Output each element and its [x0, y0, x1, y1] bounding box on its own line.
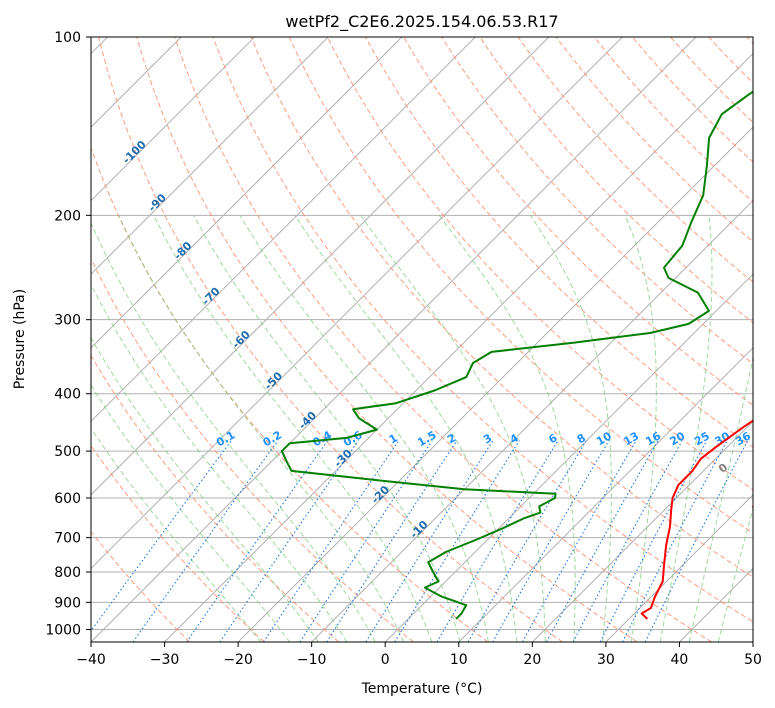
x-tick-label: 20 — [523, 652, 541, 668]
moist-adiabat-line — [294, 215, 518, 642]
isotherm-line — [91, 37, 623, 570]
moist-adiabat-line — [153, 215, 433, 642]
y-tick-label: 600 — [54, 491, 81, 507]
mixing-ratio-line — [522, 440, 637, 642]
moist-adiabat-line — [91, 427, 262, 642]
dry-adiabat-line — [91, 257, 414, 642]
axes: −40 −30 −20 −10 0 10 20 30 40 50 100 200 300 400 500 60… — [45, 30, 762, 668]
isotherm-line — [164, 52, 753, 642]
moist-adiabat-line — [118, 215, 405, 642]
y-tick-label: 500 — [54, 444, 81, 460]
dry-adiabat-line — [326, 37, 753, 491]
plot-frame — [90, 36, 754, 643]
moist-adiabat-line — [624, 215, 657, 642]
y-tick-label: 200 — [54, 208, 81, 224]
isotherm-line — [531, 420, 753, 642]
dry-adiabat-line — [212, 37, 753, 623]
dry-adiabat-line — [174, 37, 712, 642]
dry-adiabat-line — [250, 37, 753, 578]
dry-adiabat-line — [403, 37, 753, 406]
y-tick-label: 1000 — [45, 622, 81, 638]
mixing-ratio-line — [644, 440, 749, 642]
moist-adiabat-line — [688, 355, 753, 642]
y-tick-label: 300 — [54, 313, 81, 329]
mixing-ratio-line — [492, 440, 610, 642]
dry-adiabat-line — [136, 37, 638, 642]
mixing-ratio-line — [91, 440, 232, 632]
isotherm-line — [91, 37, 550, 496]
isotherm-line — [91, 37, 329, 275]
x-tick-label: −30 — [150, 652, 180, 668]
moist-adiabat-line — [91, 221, 376, 642]
dry-adiabat-line — [98, 37, 563, 642]
x-tick-label: 0 — [381, 652, 390, 668]
mixing-ratio-line — [394, 440, 520, 642]
x-tick-label: 50 — [744, 652, 762, 668]
isotherm-line — [605, 494, 753, 642]
y-tick-label: 700 — [54, 531, 81, 547]
x-tick-label: −10 — [297, 652, 327, 668]
mixing-ratio-line — [467, 440, 587, 642]
isotherm-line — [384, 273, 753, 642]
isotherm-line — [458, 347, 753, 642]
x-tick-label: 30 — [597, 652, 615, 668]
x-tick-label: −40 — [76, 652, 106, 668]
x-tick-label: −20 — [223, 652, 253, 668]
moist-adiabat-line — [360, 215, 546, 642]
mixing-ratio-line — [546, 440, 659, 642]
dry-adiabat-line — [91, 444, 265, 642]
mixing-ratio-line — [572, 440, 683, 642]
temperature-profile-line — [640, 419, 753, 620]
y-axis-label: Pressure (hPa) — [12, 289, 28, 389]
dry-adiabat-line — [517, 37, 753, 283]
moist-adiabat-line — [91, 336, 319, 642]
dewpoint-profile-line — [280, 90, 753, 620]
y-tick-label: 900 — [54, 595, 81, 611]
moist-adiabat-line — [193, 215, 461, 642]
y-tick-label: 800 — [54, 565, 81, 581]
mixing-ratio-line — [326, 440, 458, 642]
x-tick-label: 40 — [671, 652, 689, 668]
chart-title: wetPf2_C2E6.2025.154.06.53.R17 — [285, 12, 558, 32]
mixing-ratio-line — [186, 440, 329, 642]
moist-adiabat-line — [659, 215, 713, 642]
dry-adiabat-line — [91, 354, 340, 642]
x-axis-label: Temperature (°C) — [361, 681, 483, 697]
moist-adiabat-line — [91, 384, 291, 642]
moist-adiabat-label: 10 — [749, 496, 769, 516]
background-lines — [91, 37, 753, 642]
profile-lines — [280, 90, 753, 620]
isotherm-line — [311, 199, 753, 642]
isotherm-line — [237, 126, 753, 642]
mixing-ratio-line — [299, 440, 433, 642]
mixing-ratio-line — [132, 440, 279, 642]
isotherm-line — [91, 37, 476, 423]
moist-adiabat-line — [91, 283, 348, 642]
y-tick-label: 100 — [54, 30, 81, 46]
mixing-ratio-line — [219, 440, 359, 642]
mixing-ratio-line — [263, 440, 400, 642]
moist-adiabat-line — [529, 215, 612, 642]
moist-adiabat-line — [239, 215, 489, 642]
x-tick-label: 10 — [450, 652, 468, 668]
dry-adiabat-line — [91, 530, 190, 642]
mixing-ratio-line — [365, 440, 494, 642]
isotherm-line — [91, 37, 256, 202]
mixing-ratio-line — [436, 440, 559, 642]
isotherm-line — [91, 37, 697, 642]
y-tick-label: 400 — [54, 387, 81, 403]
dry-adiabat-line — [479, 37, 753, 324]
